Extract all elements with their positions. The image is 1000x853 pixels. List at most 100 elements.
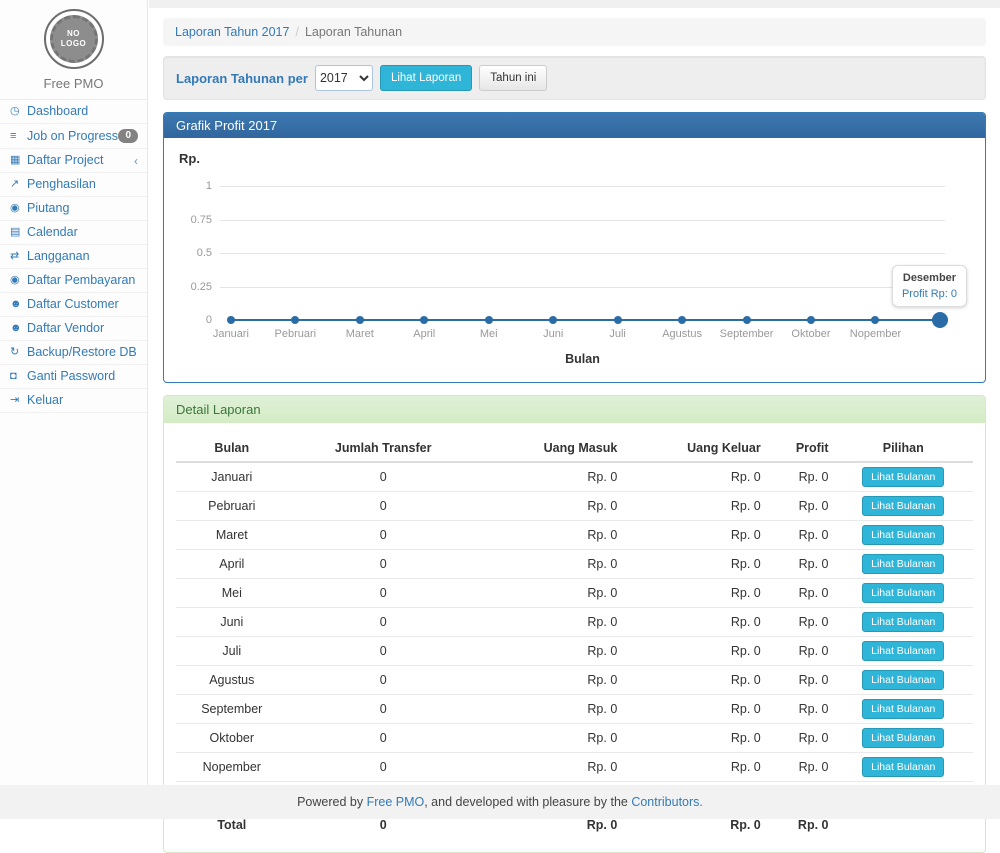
sidebar-item-penghasilan[interactable]: ↗Penghasilan	[0, 173, 147, 197]
table-cell: 0	[288, 492, 479, 521]
sidebar-item-job-on-progress[interactable]: ≡Job on Progress0	[0, 124, 147, 149]
table-cell: Maret	[176, 521, 288, 550]
table-cell: Rp. 0	[766, 608, 834, 637]
lihat-bulanan-button[interactable]: Lihat Bulanan	[862, 612, 944, 632]
refresh-icon: ↻	[10, 346, 27, 359]
y-tick-label: 1	[176, 180, 212, 192]
lihat-bulanan-button[interactable]: Lihat Bulanan	[862, 583, 944, 603]
data-point-april[interactable]	[420, 316, 428, 324]
free-pmo-link[interactable]: Free PMO	[367, 795, 425, 809]
tahun-ini-button[interactable]: Tahun ini	[479, 65, 547, 91]
table-cell: Rp. 0	[622, 666, 765, 695]
data-point-pebruari[interactable]	[291, 316, 299, 324]
data-point-mei[interactable]	[485, 316, 493, 324]
table-cell-action: Lihat Bulanan	[833, 666, 973, 695]
column-header: Jumlah Transfer	[288, 435, 479, 462]
sidebar-item-label: Daftar Vendor	[27, 322, 104, 335]
table-cell: Rp. 0	[766, 724, 834, 753]
table-cell-action: Lihat Bulanan	[833, 637, 973, 666]
table-row: Agustus0Rp. 0Rp. 0Rp. 0Lihat Bulanan	[176, 666, 973, 695]
tooltip-value: Profit Rp: 0	[902, 288, 957, 300]
data-point-juni[interactable]	[549, 316, 557, 324]
sidebar-item-daftar-customer[interactable]: ☻Daftar Customer	[0, 293, 147, 317]
chart-line-icon: ↗	[10, 178, 27, 191]
x-tick-label: Juni	[543, 328, 563, 340]
lihat-bulanan-button[interactable]: Lihat Bulanan	[862, 670, 944, 690]
table-row: Pebruari0Rp. 0Rp. 0Rp. 0Lihat Bulanan	[176, 492, 973, 521]
sidebar-item-calendar[interactable]: ▤Calendar	[0, 221, 147, 245]
x-axis-label: Bulan	[220, 352, 945, 366]
table-cell: Rp. 0	[622, 462, 765, 492]
lihat-bulanan-button[interactable]: Lihat Bulanan	[862, 525, 944, 545]
sidebar-item-daftar-vendor[interactable]: ☻Daftar Vendor	[0, 317, 147, 341]
x-tick-label: Maret	[346, 328, 374, 340]
year-select[interactable]: 2017	[315, 65, 373, 91]
y-tick-label: 0	[176, 314, 212, 326]
lihat-bulanan-button[interactable]: Lihat Bulanan	[862, 467, 944, 487]
lihat-bulanan-button[interactable]: Lihat Bulanan	[862, 757, 944, 777]
data-point-desember[interactable]	[932, 312, 948, 328]
column-header: Uang Keluar	[622, 435, 765, 462]
table-cell: 0	[288, 521, 479, 550]
x-tick-label: Agustus	[662, 328, 702, 340]
table-row: April0Rp. 0Rp. 0Rp. 0Lihat Bulanan	[176, 550, 973, 579]
table-row: Mei0Rp. 0Rp. 0Rp. 0Lihat Bulanan	[176, 579, 973, 608]
sidebar-item-label: Job on Progress	[27, 130, 118, 143]
content-area: Laporan Tahun 2017/Laporan Tahunan Lapor…	[149, 8, 1000, 785]
y-axis-label: Rp.	[179, 151, 973, 166]
data-point-juli[interactable]	[614, 316, 622, 324]
brand-name: Free PMO	[0, 76, 147, 91]
data-point-oktober[interactable]	[807, 316, 815, 324]
count-badge: 0	[118, 129, 138, 143]
data-point-agustus[interactable]	[678, 316, 686, 324]
table-cell-action: Lihat Bulanan	[833, 695, 973, 724]
lihat-bulanan-button[interactable]: Lihat Bulanan	[862, 699, 944, 719]
data-point-maret[interactable]	[356, 316, 364, 324]
table-cell: Rp. 0	[479, 579, 622, 608]
sidebar-item-langganan[interactable]: ⇄Langganan	[0, 245, 147, 269]
x-tick-label: Nopember	[850, 328, 901, 340]
table-cell-action: Lihat Bulanan	[833, 521, 973, 550]
table-cell: Januari	[176, 462, 288, 492]
lihat-bulanan-button[interactable]: Lihat Bulanan	[862, 496, 944, 516]
lihat-bulanan-button[interactable]: Lihat Bulanan	[862, 728, 944, 748]
breadcrumb-current: Laporan Tahunan	[305, 25, 402, 39]
money-icon: ◉	[10, 274, 27, 287]
table-cell-action: Lihat Bulanan	[833, 492, 973, 521]
sidebar-item-daftar-pembayaran[interactable]: ◉Daftar Pembayaran	[0, 269, 147, 293]
table-cell: 0	[288, 666, 479, 695]
sidebar-item-ganti-password[interactable]: ◘Ganti Password	[0, 365, 147, 389]
lihat-bulanan-button[interactable]: Lihat Bulanan	[862, 641, 944, 661]
table-cell-action: Lihat Bulanan	[833, 550, 973, 579]
lihat-laporan-button[interactable]: Lihat Laporan	[380, 65, 472, 91]
sidebar-item-backup-restore-db[interactable]: ↻Backup/Restore DB	[0, 341, 147, 365]
table-cell: Rp. 0	[766, 462, 834, 492]
sidebar-item-piutang[interactable]: ◉Piutang	[0, 197, 147, 221]
sidebar-item-label: Langganan	[27, 250, 90, 263]
sidebar-item-label: Ganti Password	[27, 370, 115, 383]
data-point-nopember[interactable]	[871, 316, 879, 324]
table-cell: 0	[288, 724, 479, 753]
calendar-icon: ▤	[10, 226, 27, 239]
data-point-januari[interactable]	[227, 316, 235, 324]
sign-out-icon: ⇥	[10, 394, 27, 407]
data-point-september[interactable]	[743, 316, 751, 324]
profit-series-line	[231, 319, 940, 321]
detail-panel-title: Detail Laporan	[164, 396, 985, 423]
gridline	[220, 253, 945, 254]
x-tick-label: Mei	[480, 328, 498, 340]
no-logo-stamp: NO LOGO	[50, 15, 98, 63]
sidebar-item-dashboard[interactable]: ◷Dashboard	[0, 100, 147, 124]
y-tick-label: 0.5	[176, 247, 212, 259]
breadcrumb-link[interactable]: Laporan Tahun 2017	[175, 25, 289, 39]
sidebar-item-label: Penghasilan	[27, 178, 96, 191]
table-cell: Rp. 0	[766, 521, 834, 550]
main-area: Laporan Tahun 2017/Laporan Tahunan Lapor…	[149, 0, 1000, 785]
users-icon: ☻	[10, 298, 27, 311]
table-cell: 0	[288, 550, 479, 579]
table-cell: Nopember	[176, 753, 288, 782]
contributors-link[interactable]: Contributors.	[631, 795, 703, 809]
sidebar-item-keluar[interactable]: ⇥Keluar	[0, 389, 147, 413]
sidebar-item-daftar-project[interactable]: ▦Daftar Project‹	[0, 149, 147, 173]
lihat-bulanan-button[interactable]: Lihat Bulanan	[862, 554, 944, 574]
